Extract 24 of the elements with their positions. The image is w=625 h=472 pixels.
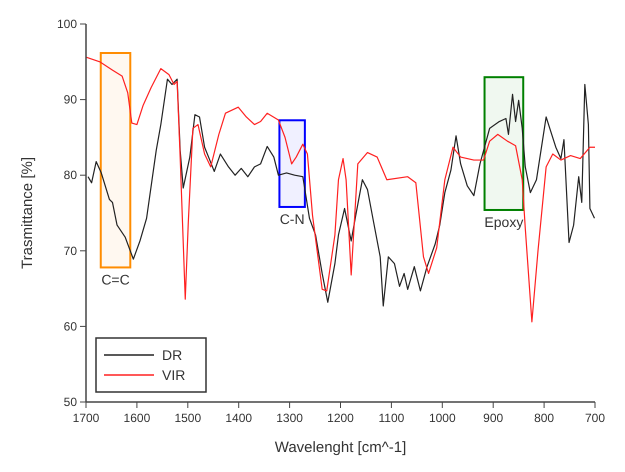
band-label: C-N — [280, 210, 305, 227]
x-tick-label: 1600 — [124, 411, 151, 425]
x-tick-label: 1700 — [72, 411, 100, 425]
x-tick-label: 1400 — [225, 411, 252, 425]
x-tick-label: 1300 — [276, 411, 304, 425]
band-label: Epoxy — [484, 214, 524, 230]
legend-label: DR — [162, 347, 182, 363]
x-tick-label: 900 — [483, 411, 504, 425]
y-tick-label: 100 — [56, 17, 78, 31]
y-tick-label: 60 — [64, 319, 78, 334]
x-tick-label: 1200 — [327, 411, 354, 425]
x-tick-label: 1000 — [428, 411, 456, 425]
x-tick-label: 1500 — [174, 411, 202, 425]
y-axis-title: Trasmittance [%] — [19, 157, 36, 269]
x-tick-label: 700 — [584, 411, 606, 425]
y-tick-label: 70 — [64, 244, 78, 258]
y-tick-label: 50 — [64, 395, 78, 409]
x-axis-title: Wavelenght [cm^-1] — [274, 439, 406, 456]
band-label: C=C — [101, 271, 130, 288]
y-tick-label: 90 — [64, 92, 78, 107]
legend-label: VIR — [162, 367, 186, 383]
x-tick-label: 800 — [534, 411, 554, 425]
y-tick-label: 80 — [64, 168, 78, 182]
x-tick-label: 1100 — [378, 411, 405, 425]
